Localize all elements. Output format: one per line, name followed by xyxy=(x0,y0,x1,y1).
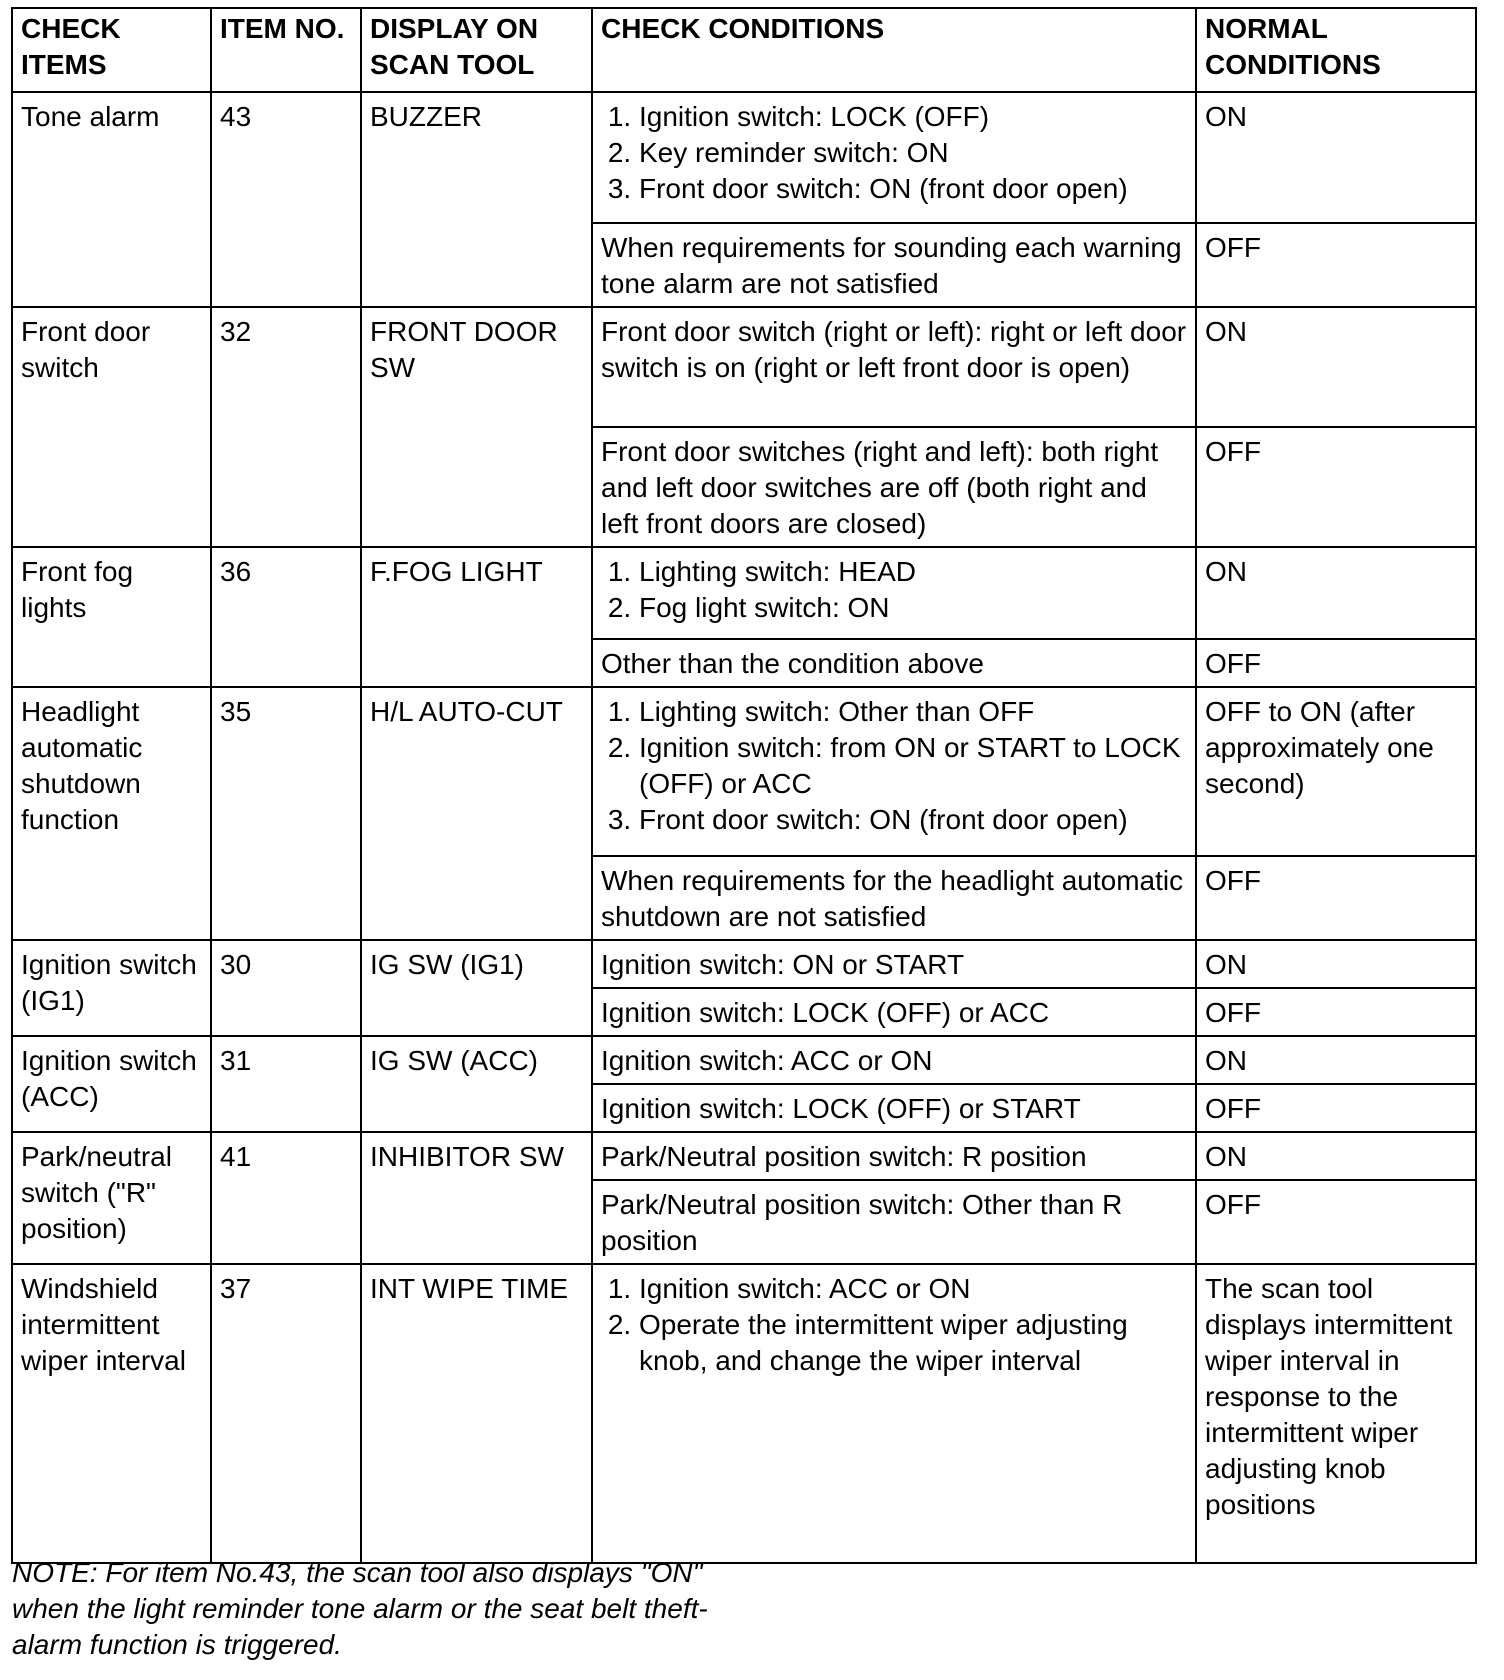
header-check-conditions: CHECK CONDITIONS xyxy=(591,7,1197,93)
condition-list-item: Ignition switch: LOCK (OFF) xyxy=(639,99,1187,135)
table-row: Other than the condition above OFF xyxy=(12,638,1477,688)
normal-condition: ON xyxy=(1195,1131,1477,1181)
scan-tool-display: F.FOG LIGHT xyxy=(360,546,593,688)
normal-condition: OFF xyxy=(1195,638,1477,688)
table-row: Front door switches (right and left): bo… xyxy=(12,426,1477,548)
table-row: Ignition switch: LOCK (OFF) or START OFF xyxy=(12,1083,1477,1133)
check-condition: Ignition switch: ON or START xyxy=(591,939,1197,989)
table-row: Tone alarm43BUZZERIgnition switch: LOCK … xyxy=(11,91,1477,308)
check-item: Tone alarm xyxy=(11,91,212,308)
condition-list-item: Front door switch: ON (front door open) xyxy=(639,171,1187,207)
normal-condition: OFF xyxy=(1195,987,1477,1037)
table-row: Front door switch 32 FRONT DOOR SW Front do… xyxy=(11,306,1477,548)
item-number: 36 xyxy=(210,546,362,688)
normal-condition: OFF xyxy=(1195,1083,1477,1133)
condition-list-item: Ignition switch: ACC or ON xyxy=(639,1271,1187,1307)
header-check-items: CHECK ITEMS xyxy=(11,7,212,93)
item-number: 35 xyxy=(210,686,362,941)
scan-tool-display: BUZZER xyxy=(360,91,593,308)
condition-list-item: Key reminder switch: ON xyxy=(639,135,1187,171)
normal-condition: OFF xyxy=(1195,222,1477,308)
check-item: Front door switch xyxy=(11,306,212,548)
normal-condition: OFF xyxy=(1195,1179,1477,1265)
normal-condition: ON xyxy=(1195,1035,1477,1085)
table-row: When requirements for the headlight auto… xyxy=(12,855,1477,941)
item-number: 41 xyxy=(210,1131,362,1265)
item-number: 37 xyxy=(210,1263,362,1564)
item-number: 32 xyxy=(210,306,362,548)
normal-condition: OFF to ON (after approximately one secon… xyxy=(1195,686,1477,857)
table-row: When requirements for sounding each warn… xyxy=(12,222,1477,308)
condition-list-item: Lighting switch: Other than OFF xyxy=(639,694,1187,730)
check-condition: Lighting switch: HEADFog light switch: O… xyxy=(591,546,1197,640)
scan-tool-display: INT WIPE TIME xyxy=(360,1263,593,1564)
check-item: Park/neutral switch ("R" position) xyxy=(11,1131,212,1265)
table-row: Windshield intermittent wiper interval 37… xyxy=(11,1263,1477,1564)
table-row: Park/Neutral position switch: Other than… xyxy=(12,1179,1477,1265)
condition-list-item: Ignition switch: from ON or START to LOC… xyxy=(639,730,1187,802)
scan-tool-check-table: CHECK ITEMS ITEM NO. DISPLAY ON SCAN TOO… xyxy=(11,7,1477,1564)
scan-tool-display: IG SW (IG1) xyxy=(360,939,593,1037)
condition-list: Lighting switch: HEADFog light switch: O… xyxy=(601,554,1187,626)
table-row: Ignition switch (ACC) 31 IG SW (ACC) Igniti… xyxy=(11,1035,1477,1133)
check-condition: Other than the condition above xyxy=(591,638,1197,688)
condition-list: Lighting switch: Other than OFFIgnition … xyxy=(601,694,1187,838)
normal-condition: OFF xyxy=(1195,855,1477,941)
normal-condition: ON xyxy=(1195,91,1477,224)
normal-condition: The scan tool displays intermittent wipe… xyxy=(1195,1263,1477,1564)
condition-list-item: Front door switch: ON (front door open) xyxy=(639,802,1187,838)
table-row: Headlight automatic shutdown function 35 H… xyxy=(11,686,1477,941)
scan-tool-display: INHIBITOR SW xyxy=(360,1131,593,1265)
check-condition: Ignition switch: ACC or ON xyxy=(591,1035,1197,1085)
normal-condition: ON xyxy=(1195,546,1477,640)
normal-condition: ON xyxy=(1195,306,1477,428)
check-condition: Ignition switch: LOCK (OFF) or START xyxy=(591,1083,1197,1133)
condition-list-item: Fog light switch: ON xyxy=(639,590,1187,626)
check-condition: Ignition switch: LOCK (OFF)Key reminder … xyxy=(591,91,1197,224)
normal-condition: ON xyxy=(1195,939,1477,989)
item-number: 31 xyxy=(210,1035,362,1133)
check-condition: Ignition switch: LOCK (OFF) or ACC xyxy=(591,987,1197,1037)
check-condition: Park/Neutral position switch: R position xyxy=(591,1131,1197,1181)
check-condition: Front door switch (right or left): right… xyxy=(591,306,1197,428)
check-item: Front fog lights xyxy=(11,546,212,688)
check-condition: Lighting switch: Other than OFFIgnition … xyxy=(591,686,1197,857)
table-row: Ignition switch (IG1) 30 IG SW (IG1) Igniti… xyxy=(11,939,1477,1037)
table-row: Park/neutral switch ("R" position) 41 INHI… xyxy=(11,1131,1477,1265)
table-row: Ignition switch: LOCK (OFF) or ACC OFF xyxy=(12,987,1477,1037)
check-condition: Park/Neutral position switch: Other than… xyxy=(591,1179,1197,1265)
check-condition: When requirements for the headlight auto… xyxy=(591,855,1197,941)
item-number: 30 xyxy=(210,939,362,1037)
header-row: CHECK ITEMS ITEM NO. DISPLAY ON SCAN TOO… xyxy=(11,7,1477,93)
footnote: NOTE: For item No.43, the scan tool also… xyxy=(12,1557,708,1660)
condition-list-item: Operate the intermittent wiper adjusting… xyxy=(639,1307,1187,1379)
scan-tool-display: H/L AUTO-CUT xyxy=(360,686,593,941)
condition-list: Ignition switch: LOCK (OFF)Key reminder … xyxy=(601,99,1187,207)
check-item: Headlight automatic shutdown function xyxy=(11,686,212,941)
item-number: 43 xyxy=(210,91,362,308)
check-item: Windshield intermittent wiper interval xyxy=(11,1263,212,1564)
scan-tool-display: IG SW (ACC) xyxy=(360,1035,593,1133)
scan-tool-display: FRONT DOOR SW xyxy=(360,306,593,548)
normal-condition: OFF xyxy=(1195,426,1477,548)
check-item: Ignition switch (ACC) xyxy=(11,1035,212,1133)
condition-list: Ignition switch: ACC or ONOperate the in… xyxy=(601,1271,1187,1379)
header-normal-conditions: NORMAL CONDITIONS xyxy=(1195,7,1477,93)
check-condition: Ignition switch: ACC or ONOperate the in… xyxy=(591,1263,1197,1564)
check-condition: When requirements for sounding each warn… xyxy=(591,222,1197,308)
header-item-no: ITEM NO. xyxy=(210,7,362,93)
condition-list-item: Lighting switch: HEAD xyxy=(639,554,1187,590)
header-display: DISPLAY ON SCAN TOOL xyxy=(360,7,593,93)
check-condition: Front door switches (right and left): bo… xyxy=(591,426,1197,548)
check-item: Ignition switch (IG1) xyxy=(11,939,212,1037)
